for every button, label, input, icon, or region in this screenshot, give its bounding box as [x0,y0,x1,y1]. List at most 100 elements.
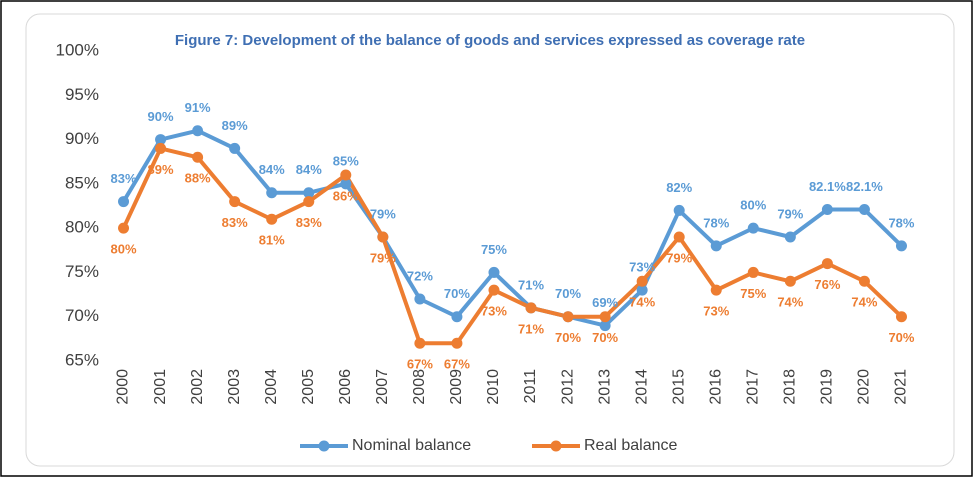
data-label: 79% [370,250,396,265]
data-label: 76% [814,277,840,292]
x-tick-label: 2002 [189,369,206,405]
data-point [710,240,722,252]
data-point [451,311,463,323]
data-label: 72% [407,268,433,283]
data-point [747,222,759,234]
data-point [303,187,315,199]
x-tick-label: 2016 [707,369,724,405]
data-point [710,284,722,296]
chart-title: Figure 7: Development of the balance of … [174,32,806,49]
series-line [121,146,903,346]
data-point [303,196,315,208]
data-label: 75% [481,242,507,257]
legend-label: Real balance [584,437,678,454]
legend-label: Nominal balance [352,437,471,454]
data-point [451,337,463,349]
data-label: 67% [407,357,433,372]
x-tick-label: 2009 [448,369,465,405]
legend-marker [550,440,562,452]
data-label: 73% [629,260,655,275]
data-point [673,231,685,243]
data-point [562,311,574,323]
data-point [414,337,426,349]
x-tick-label: 2005 [300,369,317,405]
data-label: 84% [296,162,322,177]
data-label: 75% [740,286,766,301]
x-tick-label: 2019 [819,369,836,405]
data-point [118,196,130,208]
data-point [377,231,389,243]
x-tick-label: 2003 [226,369,243,405]
data-point [229,142,241,154]
x-tick-label: 2014 [633,369,650,405]
data-label: 80% [740,198,766,213]
legend-marker [318,440,330,452]
data-label: 74% [629,295,655,310]
data-point [636,275,648,287]
data-label: 70% [444,286,470,301]
data-label: 70% [555,330,581,345]
x-tick-label: 2006 [337,369,354,405]
x-tick-label: 2000 [115,369,132,405]
x-tick-label: 2018 [782,369,799,405]
series-line [121,128,903,328]
data-point [895,240,907,252]
data-point [599,320,611,332]
data-point [340,169,352,181]
data-point [525,302,537,314]
data-label: 82.1% [846,179,883,194]
data-label: 81% [259,233,285,248]
data-point [821,258,833,270]
data-point [858,204,870,216]
x-tick-label: 2012 [559,369,576,405]
data-label: 71% [518,277,544,292]
x-tick-label: 2011 [522,369,539,404]
data-label: 82% [666,180,692,195]
data-label: 80% [111,242,137,257]
chart-frame [25,13,955,467]
data-point [414,293,426,305]
data-point [266,213,278,225]
y-tick-label: 65% [65,350,99,369]
data-label: 89% [148,162,174,177]
y-tick-label: 80% [65,218,99,237]
x-tick-label: 2021 [893,369,910,405]
data-point [673,204,685,216]
x-tick-label: 2017 [745,369,762,405]
x-tick-label: 2004 [263,369,280,405]
y-tick-label: 100% [56,40,99,59]
data-point [488,284,500,296]
data-label: 73% [481,304,507,319]
y-tick-label: 85% [65,173,99,192]
data-label: 82.1% [809,179,846,194]
data-point [192,125,204,137]
data-point [118,222,130,234]
data-point [636,284,648,296]
y-tick-label: 75% [65,262,99,281]
x-tick-label: 2020 [856,369,873,405]
data-point [747,266,759,278]
data-point [266,187,278,199]
data-label: 89% [222,118,248,133]
data-label: 78% [703,215,729,230]
x-tick-label: 2015 [670,369,687,405]
data-point [155,142,167,154]
data-label: 83% [111,171,137,186]
x-tick-label: 2008 [411,369,428,405]
x-tick-label: 2013 [596,369,613,405]
data-point [340,178,352,190]
data-point [488,266,500,278]
data-point [821,204,833,216]
data-label: 67% [444,357,470,372]
data-label: 83% [222,215,248,230]
data-label: 71% [518,321,544,336]
data-point [229,196,241,208]
data-label: 70% [555,286,581,301]
x-tick-label: 2007 [374,369,391,405]
data-label: 85% [333,153,359,168]
data-label: 90% [148,109,174,124]
data-label: 83% [296,215,322,230]
data-label: 79% [666,250,692,265]
